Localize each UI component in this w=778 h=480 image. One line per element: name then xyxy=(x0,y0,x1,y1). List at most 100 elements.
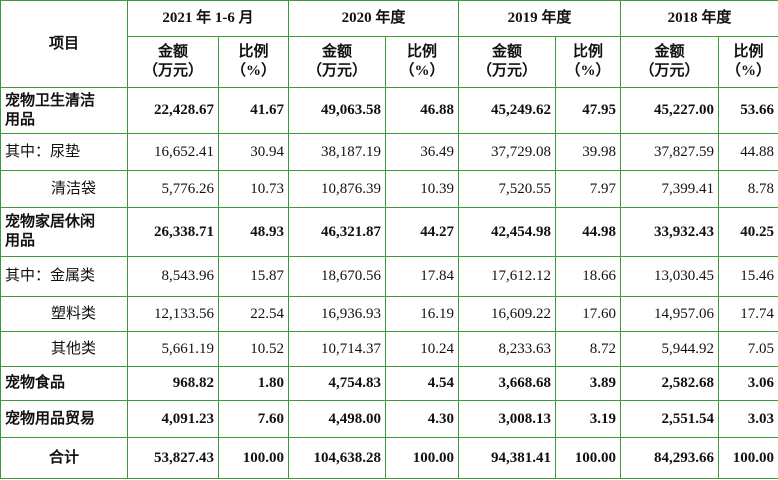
row-label-cell: 宠物食品 xyxy=(0,366,128,401)
value-cell: 100.00 xyxy=(555,437,622,479)
value-cell: 17.74 xyxy=(718,296,778,332)
value-cell: 17.60 xyxy=(555,296,622,332)
value-cell: 15.87 xyxy=(218,256,289,297)
sub-header-line: 金额 xyxy=(492,44,523,60)
sub-header-line: （%） xyxy=(230,63,276,79)
value-cell: 17,612.12 xyxy=(458,256,557,297)
value-cell: 47.95 xyxy=(555,87,622,134)
header-cell: 项目 xyxy=(0,0,128,88)
sub-header-line: （万元） xyxy=(142,63,203,79)
row-label: 宠物家居休闲用品 xyxy=(5,214,96,249)
value-cell: 8,543.96 xyxy=(127,256,219,297)
value-cell: 8.72 xyxy=(555,331,622,367)
value-cell: 49,063.58 xyxy=(288,87,386,134)
value-cell: 16,936.93 xyxy=(288,296,386,332)
period-label: 2018 年度 xyxy=(667,10,732,26)
row-label: 其他类 xyxy=(51,340,97,357)
value-cell: 100.00 xyxy=(718,437,778,479)
value-cell: 1.80 xyxy=(218,366,289,401)
value-cell: 16.19 xyxy=(384,296,460,332)
value-cell: 53,827.43 xyxy=(127,437,219,479)
row-label-cell: 合计 xyxy=(0,437,128,479)
value-cell: 48.93 xyxy=(218,207,289,257)
sub-header: 比例 （%） xyxy=(718,36,778,88)
value-cell: 3,668.68 xyxy=(458,366,557,401)
period-header: 2020 年度 xyxy=(287,0,460,37)
sub-header-line: （万元） xyxy=(306,63,367,79)
value-cell: 37,729.08 xyxy=(458,133,557,171)
value-cell: 4,498.00 xyxy=(288,400,386,438)
period-header: 2021 年 1-6 月 xyxy=(127,0,289,37)
value-cell: 10.39 xyxy=(384,170,460,208)
value-cell: 18.66 xyxy=(555,256,622,297)
value-cell: 38,187.19 xyxy=(288,133,386,171)
row-label-cell: 其他类 xyxy=(0,331,128,367)
table-row: 宠物家居休闲用品 26,338.71 48.93 46,321.87 44.27 42,4… xyxy=(0,207,778,257)
period-label: 2021 年 1-6 月 xyxy=(162,10,254,26)
value-cell: 8.78 xyxy=(718,170,778,208)
row-label: 宠物卫生清洁用品 xyxy=(5,92,96,128)
sub-header-line: 金额 xyxy=(321,44,352,60)
value-cell: 10.24 xyxy=(384,331,460,367)
value-cell: 2,551.54 xyxy=(620,400,720,438)
header-row: 项目 2021 年 1-6 月 2020 年度 2019 年度 2018 年度 xyxy=(0,0,778,88)
value-cell: 39.98 xyxy=(555,133,622,171)
table-row: 宠物用品贸易 4,091.23 7.60 4,498.00 4.30 3,008.13 3.… xyxy=(0,400,778,438)
period-header: 2019 年度 xyxy=(458,0,622,37)
row-label: 塑料类 xyxy=(51,305,97,322)
row-label: 宠物用品贸易 xyxy=(5,410,96,427)
value-cell: 45,227.00 xyxy=(620,87,720,134)
value-cell: 4.54 xyxy=(384,366,460,401)
value-cell: 7.05 xyxy=(718,331,778,367)
value-cell: 44.27 xyxy=(384,207,460,257)
value-cell: 100.00 xyxy=(218,437,289,479)
value-cell: 3,008.13 xyxy=(458,400,557,438)
value-cell: 94,381.41 xyxy=(458,437,557,479)
sub-header: 比例 （%） xyxy=(555,36,622,88)
sub-header-line: 比例 xyxy=(238,44,269,60)
sub-header: 比例 （%） xyxy=(218,36,289,88)
value-cell: 16,609.22 xyxy=(458,296,557,332)
row-label-cell: 清洁袋 xyxy=(0,170,128,208)
value-cell: 4.30 xyxy=(384,400,460,438)
value-cell: 10.52 xyxy=(218,331,289,367)
sub-header-line: 金额 xyxy=(654,44,685,60)
value-cell: 42,454.98 xyxy=(458,207,557,257)
sub-header-line: （%） xyxy=(565,63,611,79)
value-cell: 15.46 xyxy=(718,256,778,297)
value-cell: 5,944.92 xyxy=(620,331,720,367)
sub-header: 金额 （万元） xyxy=(127,36,219,88)
value-cell: 22.54 xyxy=(218,296,289,332)
value-cell: 8,233.63 xyxy=(458,331,557,367)
value-cell: 45,249.62 xyxy=(458,87,557,134)
value-cell: 84,293.66 xyxy=(620,437,720,479)
value-cell: 968.82 xyxy=(127,366,219,401)
value-cell: 2,582.68 xyxy=(620,366,720,401)
value-cell: 33,932.43 xyxy=(620,207,720,257)
value-cell: 4,091.23 xyxy=(127,400,219,438)
row-label: 其中：尿垫 xyxy=(5,143,81,160)
value-cell: 41.67 xyxy=(218,87,289,134)
value-cell: 3.06 xyxy=(718,366,778,401)
value-cell: 14,957.06 xyxy=(620,296,720,332)
value-cell: 12,133.56 xyxy=(127,296,219,332)
value-cell: 44.88 xyxy=(718,133,778,171)
row-label-cell: 宠物卫生清洁用品 xyxy=(0,87,128,134)
sub-header: 金额 （万元） xyxy=(288,36,386,88)
value-cell: 5,661.19 xyxy=(127,331,219,367)
value-cell: 44.98 xyxy=(555,207,622,257)
value-cell: 30.94 xyxy=(218,133,289,171)
value-cell: 7,399.41 xyxy=(620,170,720,208)
value-cell: 53.66 xyxy=(718,87,778,134)
table-row: 其中：金属类 8,543.96 15.87 18,670.56 17.84 17,612.… xyxy=(0,256,778,297)
row-label-cell: 塑料类 xyxy=(0,296,128,332)
value-cell: 7,520.55 xyxy=(458,170,557,208)
row-label: 宠物食品 xyxy=(5,375,66,391)
value-cell: 3.19 xyxy=(555,400,622,438)
sub-header: 比例 （%） xyxy=(384,36,460,88)
value-cell: 3.89 xyxy=(555,366,622,401)
sub-header-line: （万元） xyxy=(477,63,538,79)
header-title: 项目 xyxy=(48,35,79,52)
